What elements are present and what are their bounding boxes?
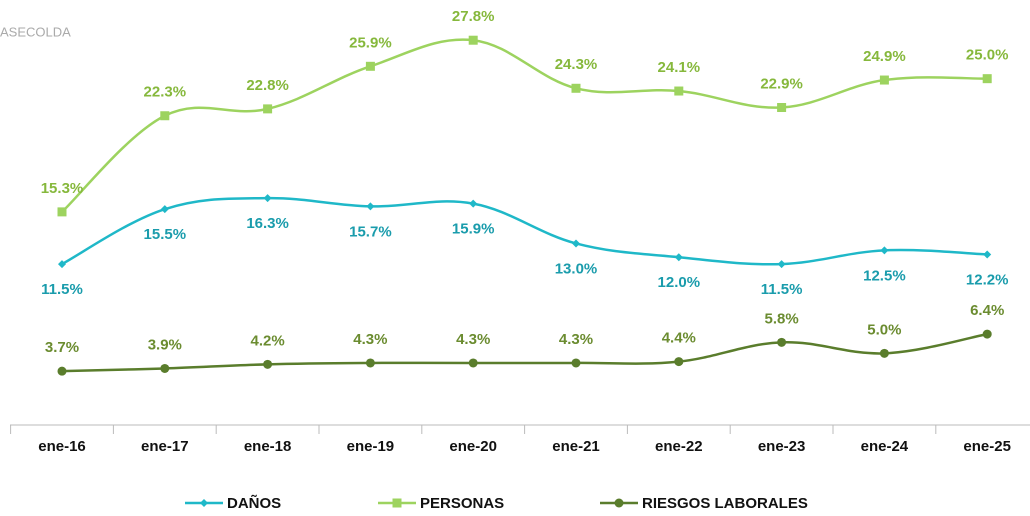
marker xyxy=(777,103,787,113)
marker xyxy=(674,86,684,96)
marker xyxy=(879,348,889,358)
value-label: 24.3% xyxy=(555,56,598,73)
marker xyxy=(572,239,580,248)
value-label: 24.9% xyxy=(863,48,906,65)
marker xyxy=(392,498,402,508)
x-tick-label: ene-16 xyxy=(38,438,86,455)
value-label: 12.5% xyxy=(863,267,906,284)
value-label: 4.3% xyxy=(456,331,490,348)
marker xyxy=(263,194,272,203)
x-tick-label: ene-21 xyxy=(552,438,600,455)
x-tick-label: ene-25 xyxy=(963,438,1011,455)
marker xyxy=(571,83,581,93)
marker xyxy=(468,35,478,45)
x-tick-label: ene-24 xyxy=(861,438,909,455)
marker xyxy=(983,250,992,259)
marker xyxy=(160,205,169,214)
value-label: 4.2% xyxy=(250,332,284,349)
legend-label: RIESGOS LABORALES xyxy=(642,495,808,512)
value-label: 22.9% xyxy=(760,75,803,92)
marker xyxy=(365,358,375,368)
marker xyxy=(263,104,273,114)
marker xyxy=(57,207,67,217)
value-label: 3.7% xyxy=(45,339,79,356)
marker xyxy=(365,61,375,71)
marker xyxy=(982,329,992,339)
marker xyxy=(263,359,273,369)
marker xyxy=(982,74,992,84)
value-label: 24.1% xyxy=(658,59,701,76)
line xyxy=(61,196,988,266)
legend-label: DAÑOS xyxy=(227,494,281,512)
marker xyxy=(57,366,67,376)
marker xyxy=(468,358,478,368)
value-label: 3.9% xyxy=(148,336,182,353)
value-label: 16.3% xyxy=(246,215,289,232)
value-label: 25.9% xyxy=(349,34,392,51)
marker xyxy=(200,499,208,507)
value-label: 4.3% xyxy=(353,331,387,348)
marker xyxy=(879,75,889,85)
marker xyxy=(160,111,170,121)
x-tick-label: ene-17 xyxy=(141,438,189,455)
x-tick-label: ene-20 xyxy=(449,438,497,455)
value-label: 4.4% xyxy=(662,330,696,347)
marker xyxy=(366,202,375,211)
marker xyxy=(571,358,581,368)
value-label: 11.5% xyxy=(41,281,83,298)
subtitle: ASECOLDA xyxy=(0,24,71,39)
value-label: 22.8% xyxy=(246,77,289,94)
value-label: 15.5% xyxy=(144,226,187,243)
marker xyxy=(58,260,66,269)
marker xyxy=(674,253,683,262)
x-tick-label: ene-19 xyxy=(347,438,395,455)
value-label: 15.9% xyxy=(452,221,495,238)
marker xyxy=(160,363,170,373)
legend-label: PERSONAS xyxy=(420,495,504,512)
value-label: 6.4% xyxy=(970,302,1004,319)
value-label: 22.3% xyxy=(144,84,187,101)
marker xyxy=(777,260,786,269)
marker xyxy=(674,357,684,367)
value-label: 5.8% xyxy=(764,310,798,327)
value-label: 25.0% xyxy=(966,47,1009,64)
value-label: 11.5% xyxy=(761,281,803,298)
line xyxy=(61,38,988,213)
x-tick-label: ene-23 xyxy=(758,438,806,455)
x-tick-label: ene-22 xyxy=(655,438,703,455)
x-tick-label: ene-18 xyxy=(244,438,292,455)
value-label: 5.0% xyxy=(867,321,901,338)
value-label: 12.2% xyxy=(966,271,1009,288)
value-label: 15.3% xyxy=(41,180,84,197)
line xyxy=(61,332,988,373)
marker xyxy=(777,337,787,347)
value-label: 4.3% xyxy=(559,331,593,348)
marker xyxy=(880,246,889,255)
value-label: 13.0% xyxy=(555,260,598,277)
value-label: 12.0% xyxy=(658,274,701,291)
marker xyxy=(614,498,624,508)
value-label: 15.7% xyxy=(349,223,392,240)
value-label: 27.8% xyxy=(452,8,495,25)
marker xyxy=(469,199,478,208)
